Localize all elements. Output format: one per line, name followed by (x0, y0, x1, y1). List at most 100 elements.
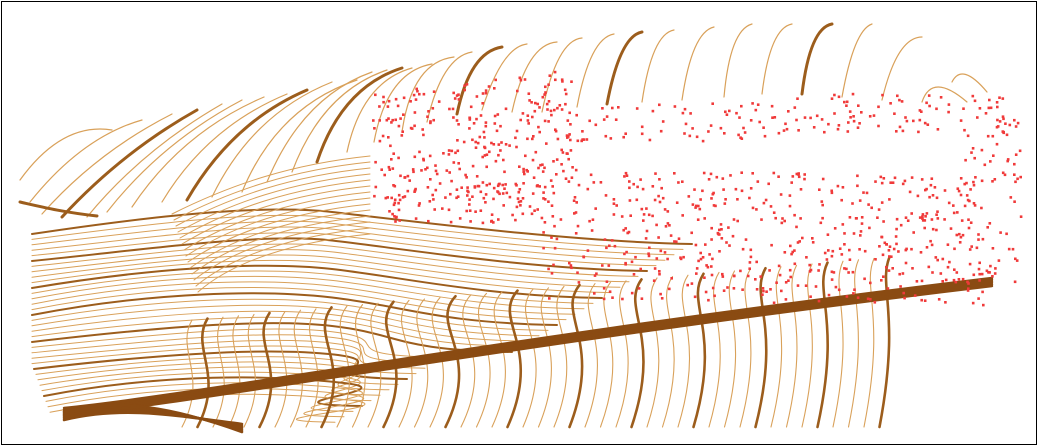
survey-point (553, 108, 556, 112)
survey-point (397, 156, 400, 160)
contour-line (351, 304, 366, 428)
survey-point (980, 179, 984, 183)
survey-point (588, 119, 591, 123)
survey-point (399, 174, 402, 178)
survey-point (625, 250, 628, 254)
survey-point (641, 187, 645, 191)
survey-point (722, 188, 725, 191)
survey-point (530, 101, 533, 104)
survey-point (710, 226, 713, 230)
survey-point (957, 278, 961, 281)
contour-line (31, 232, 657, 267)
survey-point (933, 186, 937, 189)
survey-point (653, 198, 657, 202)
survey-point (593, 292, 596, 295)
survey-point (952, 211, 956, 215)
contour-line (444, 294, 461, 429)
survey-point (422, 92, 426, 96)
contour-line (426, 51, 473, 123)
survey-point (452, 91, 455, 95)
survey-point (790, 252, 793, 256)
survey-point (378, 105, 381, 108)
survey-point (518, 188, 522, 191)
survey-point (781, 217, 784, 220)
survey-point (852, 292, 855, 295)
survey-point (386, 196, 389, 199)
contour-line (195, 227, 371, 287)
survey-point (968, 262, 972, 266)
survey-point (644, 237, 648, 240)
survey-point (581, 130, 584, 133)
survey-point (972, 183, 976, 187)
survey-point (538, 185, 541, 188)
survey-point (738, 116, 741, 119)
survey-point (882, 177, 886, 180)
survey-point (613, 244, 617, 248)
survey-point (666, 210, 670, 213)
survey-point (748, 267, 751, 270)
survey-point (573, 212, 576, 215)
survey-point (474, 146, 478, 149)
survey-point (977, 233, 980, 236)
survey-point (527, 92, 531, 95)
survey-point (711, 192, 715, 196)
survey-point (893, 176, 897, 180)
survey-point (554, 78, 557, 82)
ridge-lines (18, 200, 994, 434)
contour-line (31, 270, 594, 304)
survey-point (556, 106, 559, 110)
survey-point (429, 178, 432, 181)
survey-point (373, 127, 376, 130)
survey-point (603, 238, 607, 241)
survey-point (454, 151, 457, 155)
survey-point (468, 203, 471, 206)
survey-point (963, 128, 966, 132)
survey-point (718, 233, 721, 236)
survey-point (928, 195, 931, 199)
survey-point (779, 193, 783, 196)
survey-point (889, 181, 892, 184)
survey-point (636, 185, 639, 189)
survey-point (511, 213, 514, 217)
survey-point (534, 150, 538, 154)
survey-point (481, 102, 484, 105)
survey-point (859, 230, 863, 233)
survey-point (452, 161, 456, 164)
contour-line (31, 328, 444, 358)
survey-point (841, 186, 845, 189)
survey-point (927, 94, 931, 97)
survey-point (1006, 158, 1010, 161)
survey-point (1003, 173, 1007, 177)
survey-point (549, 179, 553, 182)
survey-point (843, 243, 846, 246)
survey-point (669, 234, 673, 237)
survey-point (661, 120, 665, 123)
survey-point (621, 297, 624, 301)
contour-line (816, 261, 829, 429)
survey-point (760, 218, 763, 221)
survey-point (532, 135, 535, 138)
survey-point (647, 213, 651, 217)
survey-point (484, 193, 488, 196)
survey-point (659, 292, 662, 296)
survey-point (673, 105, 677, 108)
survey-point (477, 184, 481, 188)
survey-point (504, 183, 507, 186)
survey-point (381, 134, 385, 138)
survey-point (830, 254, 834, 258)
survey-point (623, 252, 626, 256)
contour-line (185, 197, 371, 257)
survey-point (873, 301, 877, 304)
survey-point (946, 243, 950, 246)
contour-line (863, 257, 875, 428)
survey-point (711, 257, 714, 261)
survey-point (516, 197, 520, 200)
survey-point (847, 271, 850, 274)
survey-point (761, 287, 765, 290)
contour-line (723, 23, 753, 98)
survey-point (471, 164, 475, 168)
survey-point (736, 198, 739, 201)
survey-point (483, 146, 487, 150)
survey-point (522, 182, 525, 185)
survey-point (978, 272, 981, 276)
